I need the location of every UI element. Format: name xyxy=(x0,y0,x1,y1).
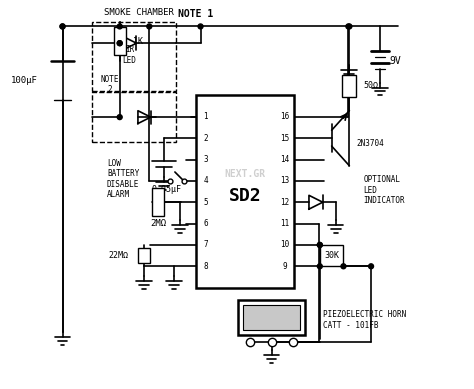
Circle shape xyxy=(369,264,374,269)
Bar xyxy=(92,93,176,142)
Text: 22MΩ: 22MΩ xyxy=(109,251,128,260)
Circle shape xyxy=(117,41,122,46)
Bar xyxy=(196,95,294,287)
Text: 6: 6 xyxy=(203,219,208,228)
Text: 5: 5 xyxy=(203,198,208,207)
Circle shape xyxy=(117,24,122,29)
Bar xyxy=(152,188,164,216)
Circle shape xyxy=(60,24,65,29)
Text: 9: 9 xyxy=(282,262,287,271)
Text: 1K: 1K xyxy=(134,37,144,46)
Text: NOTE 1: NOTE 1 xyxy=(178,9,213,19)
Text: 13: 13 xyxy=(280,176,289,186)
Bar xyxy=(114,27,126,55)
Text: IR
LED: IR LED xyxy=(123,46,137,65)
Bar xyxy=(238,300,305,335)
Text: SMOKE CHAMBER: SMOKE CHAMBER xyxy=(104,8,174,17)
Text: LOW
BATTERY
DISABLE
ALARM: LOW BATTERY DISABLE ALARM xyxy=(107,159,139,199)
Text: 2: 2 xyxy=(203,134,208,143)
Text: 2MΩ: 2MΩ xyxy=(150,219,166,228)
Text: 4: 4 xyxy=(203,176,208,186)
Circle shape xyxy=(347,24,352,29)
Bar xyxy=(138,248,150,263)
Text: NOTE
2: NOTE 2 xyxy=(100,75,119,94)
Circle shape xyxy=(198,24,203,29)
Text: 1: 1 xyxy=(203,112,208,121)
Circle shape xyxy=(317,242,322,247)
Circle shape xyxy=(341,264,346,269)
Text: 8: 8 xyxy=(203,262,208,271)
Text: PIEZOELECTRIC HORN
CATT - 101FB: PIEZOELECTRIC HORN CATT - 101FB xyxy=(323,310,406,330)
Text: 3: 3 xyxy=(203,155,208,164)
Circle shape xyxy=(117,41,122,46)
Circle shape xyxy=(60,24,65,29)
Circle shape xyxy=(346,24,351,29)
Circle shape xyxy=(117,115,122,119)
Circle shape xyxy=(147,24,152,29)
Text: 2N3704: 2N3704 xyxy=(356,138,384,147)
Bar xyxy=(343,75,356,97)
Text: 100μF: 100μF xyxy=(11,76,38,85)
Text: 14: 14 xyxy=(280,155,289,164)
Circle shape xyxy=(317,242,322,247)
Text: 9V: 9V xyxy=(390,56,401,66)
Text: SD2: SD2 xyxy=(228,187,261,205)
Text: 7: 7 xyxy=(203,240,208,249)
Text: 50Ω: 50Ω xyxy=(363,81,378,90)
Text: 15: 15 xyxy=(280,134,289,143)
Text: 11: 11 xyxy=(280,219,289,228)
Text: 30K: 30K xyxy=(324,251,339,260)
Text: 10: 10 xyxy=(280,240,289,249)
Bar xyxy=(92,21,176,91)
Text: OPTIONAL
LED
INDICATOR: OPTIONAL LED INDICATOR xyxy=(363,175,405,205)
Bar xyxy=(243,305,300,330)
Text: 16: 16 xyxy=(280,112,289,121)
Text: 0.05μF: 0.05μF xyxy=(151,184,181,194)
Bar xyxy=(320,245,344,266)
Circle shape xyxy=(317,264,322,269)
Text: NEXT.GR: NEXT.GR xyxy=(224,169,265,179)
Text: 12: 12 xyxy=(280,198,289,207)
